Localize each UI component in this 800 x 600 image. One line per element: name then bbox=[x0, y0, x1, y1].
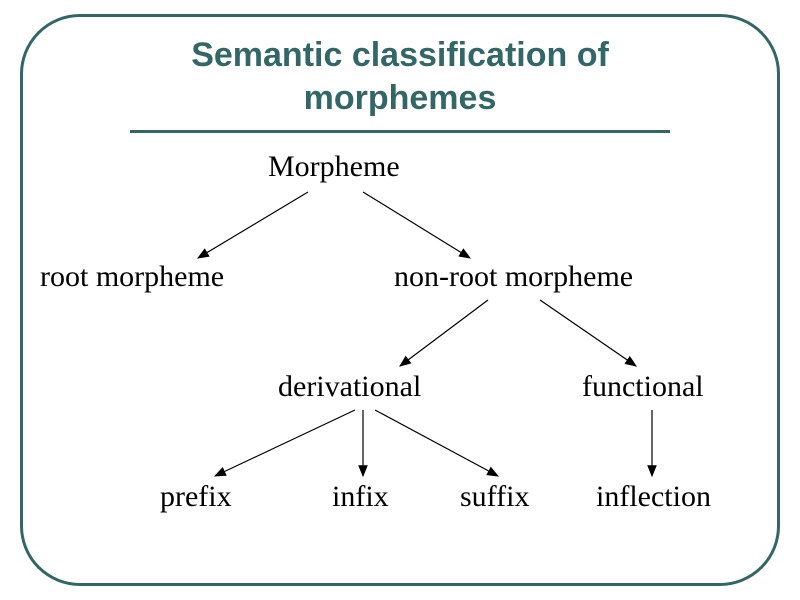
edge-nonroot-functional bbox=[540, 300, 636, 366]
edge-morpheme-root bbox=[198, 192, 308, 258]
edge-derivational-prefix bbox=[215, 410, 355, 476]
tree-arrows bbox=[0, 0, 800, 600]
edge-derivational-suffix bbox=[375, 410, 498, 476]
edge-morpheme-nonroot bbox=[363, 192, 470, 258]
edge-nonroot-derivational bbox=[400, 300, 488, 366]
